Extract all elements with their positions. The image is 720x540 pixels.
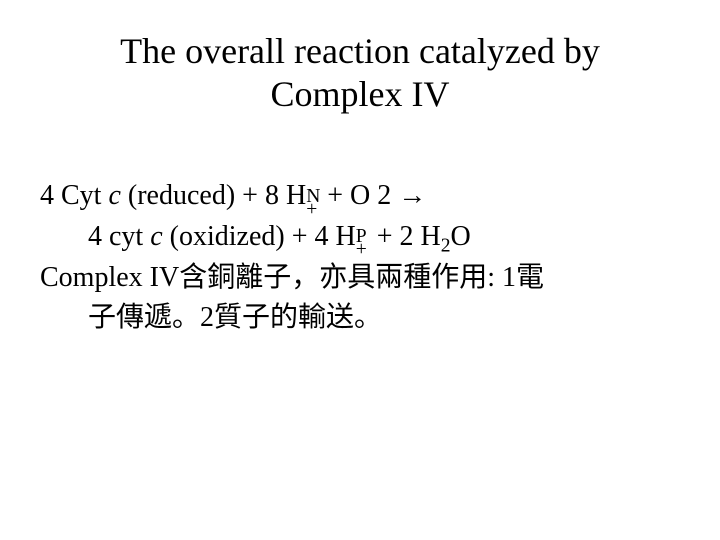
eq1-post: + O 2 → <box>320 180 426 211</box>
eq1-mid: (reduced) + 8 H <box>121 180 306 211</box>
slide-body: 4 Cyt c (reduced) + 8 HN+ + O 2 → 4 cyt … <box>40 176 680 338</box>
eq1-pre: 4 Cyt <box>40 180 108 211</box>
eq2-cytc: c <box>150 221 162 252</box>
eq2-pre: 4 cyt <box>88 221 150 252</box>
title-line-2: Complex IV <box>271 74 450 114</box>
eq2-post1: + 2 H <box>370 221 441 252</box>
eq2-h2o-sub: 2 <box>441 236 451 257</box>
slide-container: The overall reaction catalyzed by Comple… <box>0 0 720 540</box>
equation-line-2: 4 cyt c (oxidized) + 4 HP+ + 2 H2O <box>40 217 680 258</box>
eq1-h-sup: + <box>306 196 317 224</box>
eq2-post2: O <box>451 221 471 252</box>
title-line-1: The overall reaction catalyzed by <box>120 31 600 71</box>
equation-line-1: 4 Cyt c (reduced) + 8 HN+ + O 2 → <box>40 176 680 217</box>
eq2-mid: (oxidized) + 4 H <box>163 221 356 252</box>
slide-title: The overall reaction catalyzed by Comple… <box>40 30 680 116</box>
note-line-2: 子傳遞。2質子的輸送。 <box>40 298 680 339</box>
eq2-h-sup: + <box>356 236 367 264</box>
eq1-cytc: c <box>108 180 120 211</box>
